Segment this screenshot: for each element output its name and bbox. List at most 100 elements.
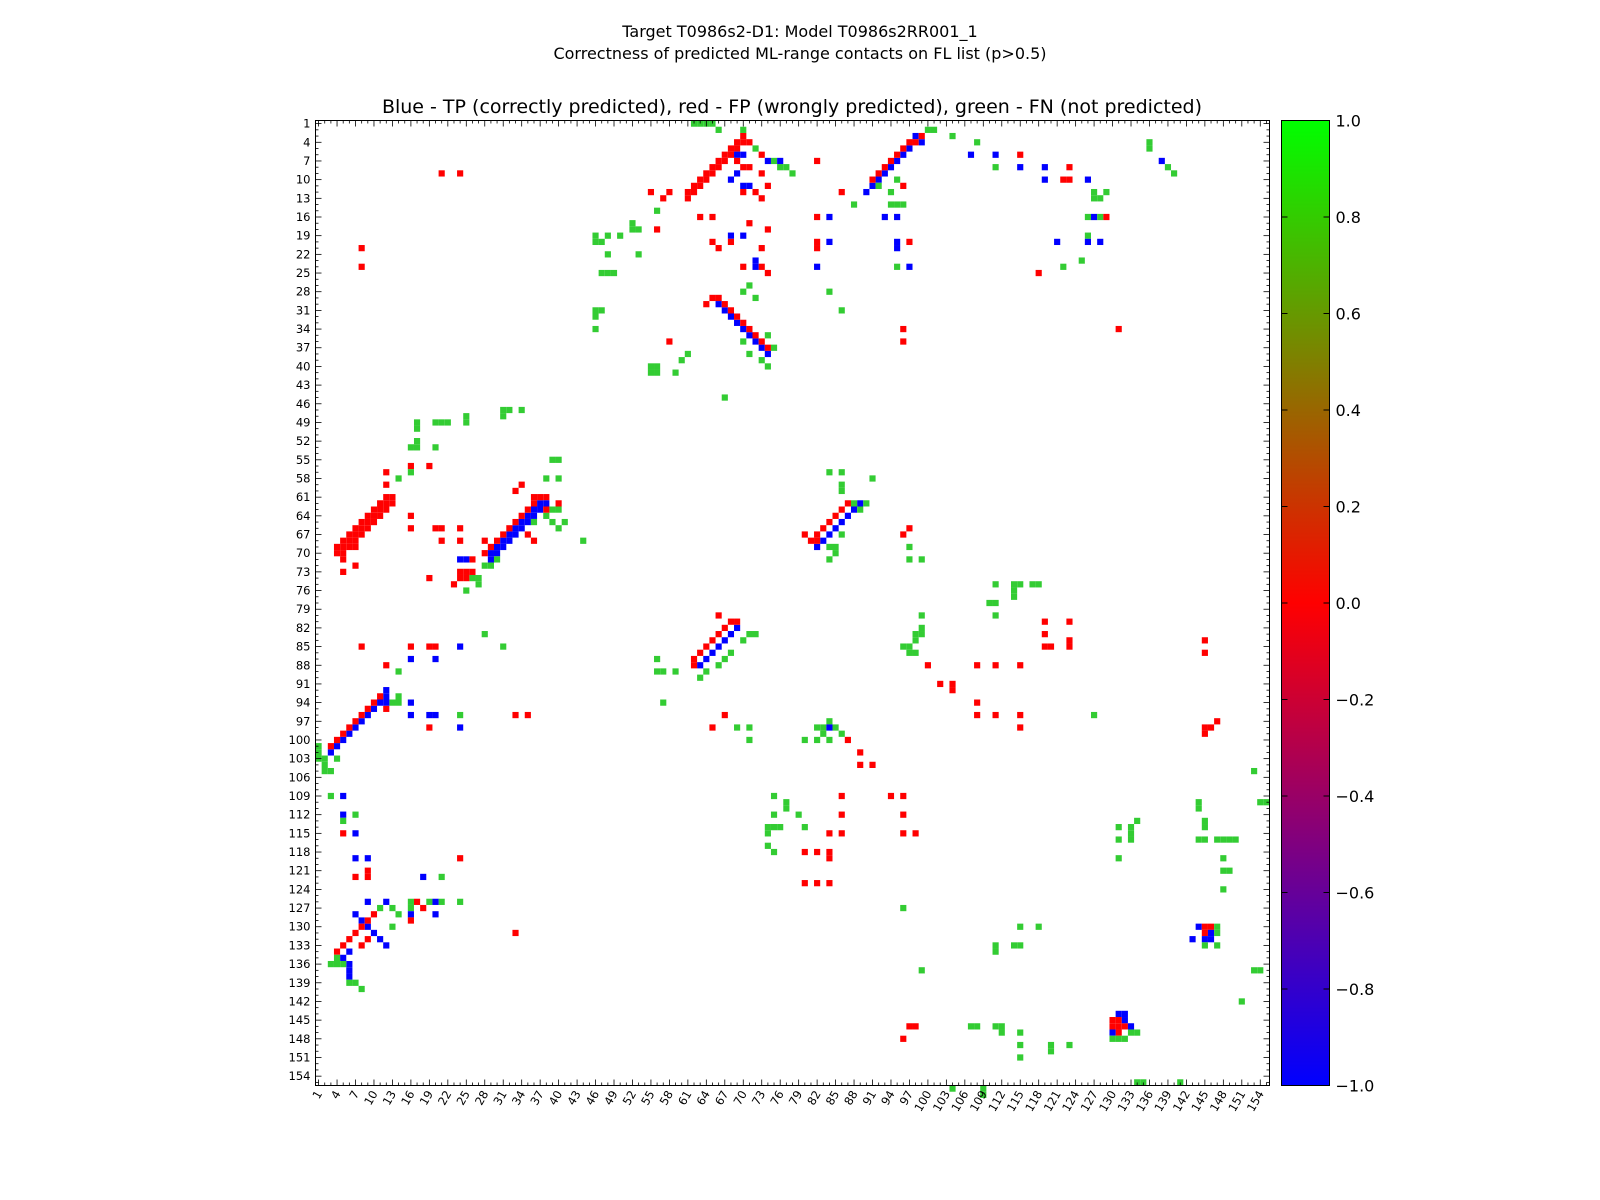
contact-cell-fn bbox=[795, 811, 802, 818]
contact-cell-tp bbox=[1207, 936, 1215, 943]
contact-cell-fn bbox=[1011, 942, 1018, 949]
contact-cell-fp bbox=[346, 531, 353, 538]
contact-cell-fn bbox=[672, 668, 679, 675]
contact-cell-fp bbox=[740, 319, 747, 326]
contact-cell-fp bbox=[1115, 325, 1122, 333]
contact-cell-fn bbox=[863, 500, 870, 507]
contact-cell-fp bbox=[709, 213, 716, 221]
contact-cell-fn bbox=[678, 357, 685, 364]
contact-cell-tp bbox=[727, 232, 735, 239]
contact-cell-fp bbox=[740, 188, 747, 196]
contact-cell-tp bbox=[340, 954, 347, 961]
suptitle-line-2: Correctness of predicted ML-range contac… bbox=[553, 44, 1046, 63]
contact-cell-fp bbox=[383, 494, 390, 501]
contact-cell-fn bbox=[801, 824, 808, 831]
contact-cell-fp bbox=[887, 157, 895, 165]
x-tick-label: 73 bbox=[749, 1088, 768, 1108]
y-tick-label: 151 bbox=[289, 1050, 311, 1064]
contact-cell-fn bbox=[1017, 942, 1024, 949]
contact-cell-fn bbox=[764, 842, 771, 849]
contact-cell-fp bbox=[352, 562, 359, 569]
contact-cell-fp bbox=[383, 481, 390, 488]
contact-cell-fp bbox=[666, 338, 673, 345]
contact-cell-tp bbox=[524, 512, 531, 519]
y-tick-label: 4 bbox=[303, 135, 310, 149]
x-tick-label: 19 bbox=[417, 1088, 436, 1108]
contact-cell-tp bbox=[364, 923, 371, 930]
contact-cell-fp bbox=[697, 213, 704, 221]
y-tick-label: 67 bbox=[296, 528, 311, 542]
contact-cell-fn bbox=[1017, 1029, 1024, 1036]
contact-cell-fp bbox=[358, 263, 365, 270]
contact-cell-fn bbox=[635, 251, 642, 258]
contact-cell-fp bbox=[832, 512, 839, 519]
contact-cell-fp bbox=[340, 550, 347, 557]
contact-cell-fp bbox=[906, 525, 913, 532]
contact-cell-tp bbox=[875, 176, 882, 183]
contact-cell-fp bbox=[383, 705, 390, 712]
contact-cell-fp bbox=[1121, 1023, 1128, 1030]
contact-cell-tp bbox=[734, 170, 741, 177]
contact-cell-fn bbox=[838, 481, 845, 488]
contact-cell-tp bbox=[352, 830, 359, 837]
contact-cell-fn bbox=[438, 898, 445, 905]
contact-cell-fp bbox=[703, 643, 710, 650]
contact-cell-fn bbox=[974, 139, 981, 146]
y-tick-label: 76 bbox=[296, 584, 311, 598]
contact-cell-fn bbox=[918, 624, 925, 632]
contact-cell-tp bbox=[370, 929, 378, 937]
contact-cell-fp bbox=[881, 164, 888, 171]
contact-cell-fn bbox=[598, 269, 605, 277]
contact-cell-fp bbox=[746, 220, 753, 227]
contact-cell-tp bbox=[1115, 1010, 1122, 1018]
axis-ticks bbox=[315, 120, 1270, 1086]
x-tick-label: 103 bbox=[930, 1088, 953, 1114]
contact-cell-fp bbox=[364, 525, 371, 532]
contact-cell-fp bbox=[709, 170, 716, 177]
contact-cell-fn bbox=[1201, 836, 1208, 843]
contact-cell-fn bbox=[770, 811, 778, 818]
contact-cell-tp bbox=[1017, 164, 1024, 171]
contact-cell-tp bbox=[340, 811, 347, 818]
y-tick-label: 130 bbox=[289, 920, 311, 934]
contact-cell-fn bbox=[1035, 923, 1042, 930]
y-tick-label: 73 bbox=[296, 565, 311, 579]
y-tick-label: 154 bbox=[289, 1069, 311, 1083]
contact-cell-fn bbox=[407, 904, 414, 912]
contact-cell-fp bbox=[974, 662, 981, 669]
contact-cell-fn bbox=[647, 369, 655, 376]
contact-cell-fn bbox=[500, 643, 507, 650]
contact-cell-fp bbox=[1041, 643, 1048, 650]
contact-cell-fn bbox=[1035, 581, 1042, 588]
contact-cell-fp bbox=[1201, 929, 1208, 937]
contact-cell-fp bbox=[524, 531, 531, 538]
y-tick-label: 58 bbox=[296, 471, 311, 485]
contact-cell-fn bbox=[654, 668, 661, 675]
contact-cell-fp bbox=[721, 151, 728, 158]
contact-cell-fp bbox=[1066, 164, 1073, 171]
contact-cell-fn bbox=[918, 556, 925, 563]
contact-cell-fn bbox=[832, 550, 839, 557]
contact-cell-fn bbox=[475, 581, 482, 588]
contact-cell-fp bbox=[764, 344, 771, 351]
contact-cell-fn bbox=[783, 805, 790, 812]
colorbar-tick-label: −0.6 bbox=[1336, 884, 1375, 903]
contact-cell-fn bbox=[783, 164, 790, 171]
y-tick-label: 115 bbox=[289, 826, 311, 840]
contact-cell-tp bbox=[512, 531, 519, 538]
contact-cell-fn bbox=[770, 792, 778, 800]
contact-cell-fp bbox=[407, 917, 414, 924]
y-tick-label: 91 bbox=[296, 677, 311, 691]
contact-cell-fp bbox=[555, 500, 562, 507]
contact-cell-fp bbox=[1066, 637, 1073, 644]
y-tick-label: 46 bbox=[296, 397, 311, 411]
contact-cell-tp bbox=[383, 693, 390, 700]
contact-cell-fn bbox=[1201, 824, 1208, 831]
contact-cell-tp bbox=[734, 319, 741, 326]
contact-cell-fp bbox=[844, 500, 851, 507]
y-tick-label: 97 bbox=[296, 714, 311, 728]
plot-frame bbox=[315, 120, 1270, 1086]
contact-cell-fn bbox=[820, 724, 827, 731]
y-tick-label: 25 bbox=[296, 266, 311, 280]
contact-cell-fp bbox=[346, 724, 353, 731]
